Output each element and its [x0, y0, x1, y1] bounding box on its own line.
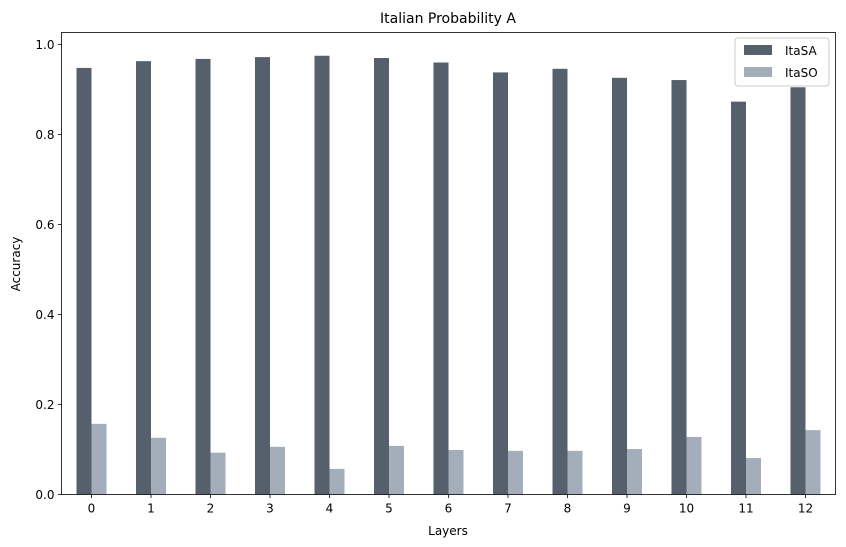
- bar-itaso-layer-10: [686, 436, 702, 495]
- x-tick-label: 11: [738, 502, 753, 516]
- bar-itaso-layer-5: [389, 445, 404, 495]
- bar-itasa-layer-10: [671, 80, 687, 495]
- bar-itasa-layer-6: [433, 62, 449, 495]
- x-tick-label: 3: [266, 502, 274, 516]
- bar-itasa-layer-5: [374, 58, 389, 495]
- x-tick-label: 10: [679, 502, 694, 516]
- legend-label-itasa: ItaSA: [785, 44, 817, 58]
- bar-itasa-layer-1: [136, 61, 151, 495]
- bar-itasa-layer-4: [314, 55, 330, 495]
- bar-itasa-layer-9: [612, 77, 627, 495]
- bar-itaso-layer-12: [805, 430, 821, 495]
- y-tick-label: 0.4: [35, 308, 54, 322]
- bar-itaso-layer-8: [567, 450, 583, 495]
- bar-itasa-layer-7: [493, 72, 508, 495]
- bar-itaso-layer-11: [746, 458, 761, 495]
- bar-itaso-layer-6: [448, 449, 464, 495]
- x-tick-label: 12: [798, 502, 813, 516]
- y-tick-label: 0.0: [35, 488, 54, 502]
- bar-itaso-layer-1: [151, 437, 166, 495]
- chart-title: Italian Probability A: [380, 11, 516, 27]
- bar-itasa-layer-2: [195, 58, 211, 495]
- x-tick-label: 2: [207, 502, 215, 516]
- x-tick-label: 0: [88, 502, 96, 516]
- bar-itaso-layer-2: [210, 452, 226, 495]
- x-tick-label: 8: [564, 502, 572, 516]
- bar-itasa-layer-3: [255, 57, 270, 495]
- bar-itasa-layer-0: [76, 67, 92, 495]
- y-tick-label: 0.6: [35, 218, 54, 232]
- x-tick-label: 5: [385, 502, 393, 516]
- bar-itasa-layer-12: [790, 87, 806, 495]
- bars-group: [76, 55, 821, 495]
- bar-itaso-layer-7: [508, 450, 523, 495]
- legend: ItaSA ItaSO: [734, 37, 830, 87]
- x-tick-label: 1: [147, 502, 155, 516]
- y-tick-label: 0.8: [35, 128, 54, 142]
- y-tick-label: 1.0: [35, 38, 54, 52]
- x-tick-label: 6: [445, 502, 453, 516]
- x-tick-label: 9: [623, 502, 631, 516]
- y-axis-label: Accuracy: [9, 237, 23, 292]
- legend-label-itaso: ItaSO: [785, 66, 818, 80]
- legend-swatch-itasa: [744, 45, 772, 55]
- x-tick-label: 7: [504, 502, 512, 516]
- y-tick-label: 0.2: [35, 398, 54, 412]
- x-tick-label: 4: [326, 502, 334, 516]
- bar-itasa-layer-8: [552, 68, 568, 495]
- bar-itaso-layer-4: [329, 468, 345, 495]
- x-axis: 0 1 2 3 4 5 6 7 8 9 10 11 12: [88, 494, 813, 516]
- bar-itaso-layer-3: [270, 446, 285, 495]
- bar-itasa-layer-11: [731, 101, 746, 495]
- y-axis: 0.0 0.2 0.4 0.6 0.8 1.0: [35, 38, 62, 502]
- bar-itaso-layer-9: [627, 449, 642, 495]
- legend-swatch-itaso: [744, 67, 772, 77]
- x-axis-label: Layers: [428, 524, 468, 538]
- bar-itaso-layer-0: [91, 423, 107, 495]
